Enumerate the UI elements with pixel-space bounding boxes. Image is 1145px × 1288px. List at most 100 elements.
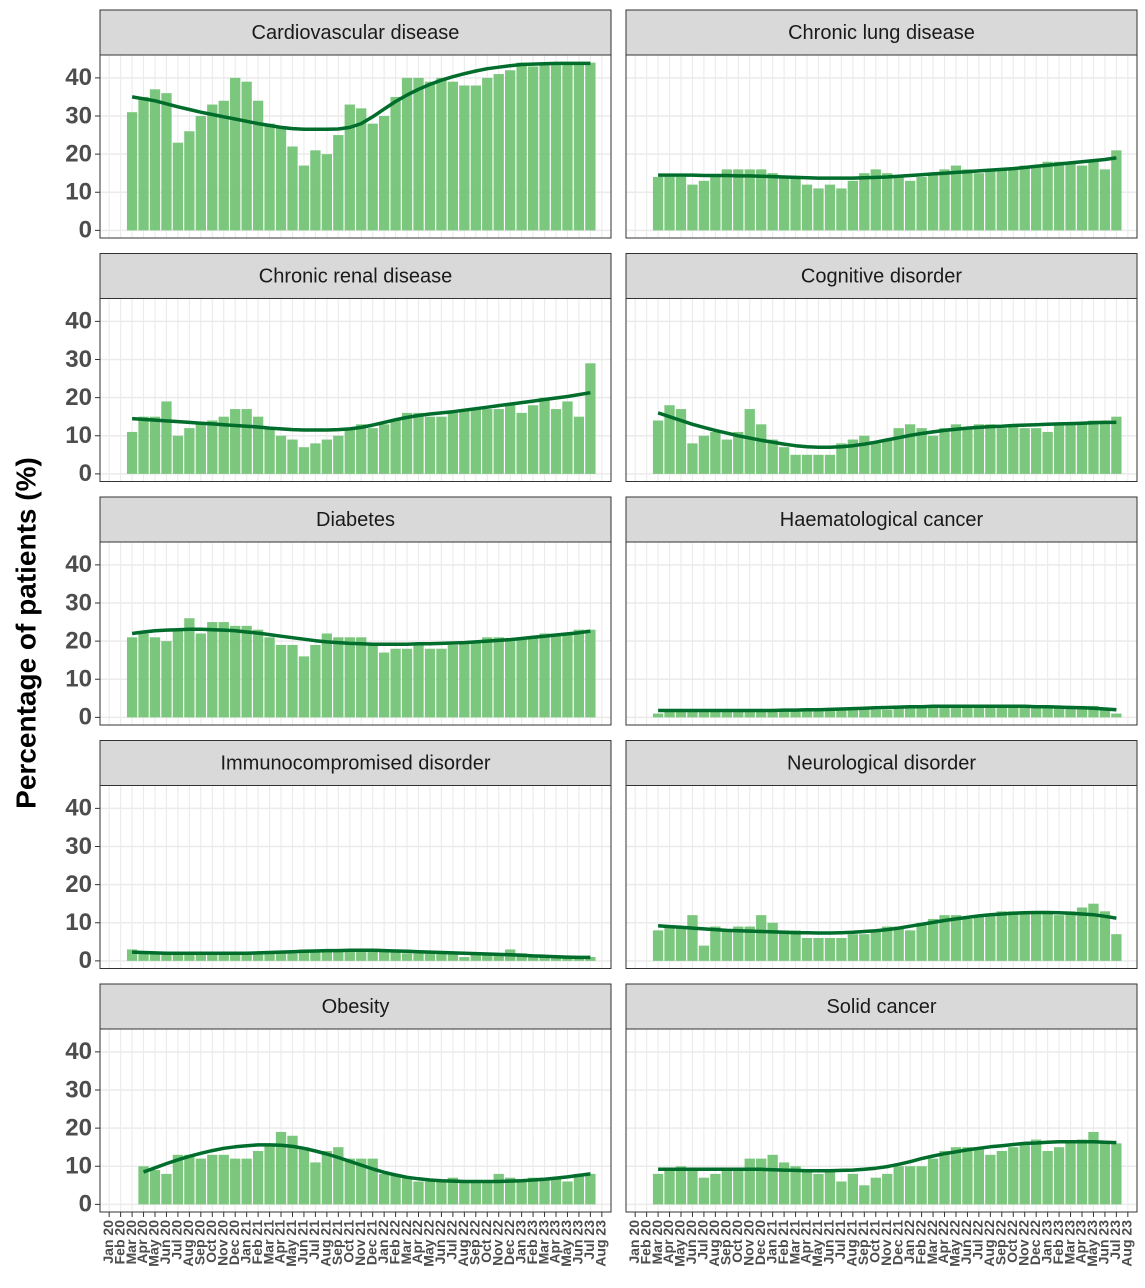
bar	[356, 949, 367, 961]
trend-line	[657, 411, 1117, 449]
bar	[252, 416, 264, 474]
bar	[527, 1177, 539, 1205]
bar	[413, 412, 424, 474]
x-tick-label: Mar 23	[535, 1220, 551, 1265]
panel-title: Neurological disorder	[787, 752, 976, 774]
bar	[218, 953, 229, 961]
bar	[505, 1177, 516, 1205]
bar	[882, 709, 893, 718]
bar	[778, 930, 790, 961]
bar	[287, 1135, 298, 1205]
bar	[733, 709, 744, 718]
panel-title: Chronic renal disease	[259, 265, 452, 287]
bar	[859, 435, 870, 474]
x-tick-label: Aug 22	[981, 1220, 997, 1267]
bar	[195, 424, 206, 474]
bar	[264, 123, 275, 231]
strip	[625, 253, 1138, 299]
bar	[482, 953, 493, 961]
panel-border	[625, 785, 1138, 969]
trend-line	[131, 61, 591, 132]
bar	[687, 915, 698, 961]
bar	[230, 1158, 241, 1205]
bar	[516, 62, 527, 231]
bar	[1065, 161, 1076, 231]
bar	[470, 641, 481, 718]
bar	[893, 428, 904, 474]
bar	[813, 188, 824, 231]
y-tick-label: 20	[65, 627, 92, 654]
bar	[1111, 1143, 1122, 1205]
x-tick-label: Jan 20	[626, 1220, 642, 1264]
panel-title: Solid cancer	[826, 996, 936, 1018]
bar	[996, 428, 1007, 474]
x-tick-label: Apr 21	[798, 1220, 814, 1264]
bar	[367, 123, 378, 231]
bar	[962, 918, 973, 961]
panel-border	[625, 298, 1138, 482]
strip	[625, 983, 1138, 1030]
bar	[195, 953, 206, 961]
bar	[1019, 911, 1030, 961]
x-tick-label: Nov 21	[352, 1220, 368, 1266]
x-tick-label: Oct 22	[1004, 1220, 1020, 1263]
x-tick-label: Jan 23	[512, 1220, 528, 1264]
bar	[778, 447, 790, 474]
bar	[390, 420, 401, 474]
y-tick-label: 0	[79, 704, 92, 731]
bar	[447, 412, 459, 474]
bar	[539, 957, 550, 961]
bar	[573, 62, 585, 231]
bar	[744, 169, 755, 231]
bar	[333, 1147, 344, 1205]
bar	[516, 953, 527, 961]
bar	[870, 1177, 881, 1205]
y-tick-label: 40	[65, 64, 92, 91]
bar	[252, 629, 264, 718]
bar	[698, 709, 710, 718]
y-tick-label: 10	[65, 1153, 92, 1180]
bar	[916, 1166, 927, 1205]
bar	[390, 1173, 401, 1205]
bar	[1008, 424, 1019, 474]
bar	[172, 1154, 184, 1205]
bar	[927, 435, 939, 474]
x-tick-label: Dec 21	[363, 1220, 379, 1265]
bar	[1053, 424, 1065, 474]
bar	[447, 953, 459, 961]
bar	[927, 705, 939, 718]
bar	[264, 428, 275, 474]
bar	[539, 397, 550, 474]
x-tick-label: Mar 21	[260, 1220, 276, 1265]
bar	[550, 62, 562, 231]
strip	[99, 253, 612, 299]
bar	[1111, 416, 1122, 474]
x-tick-label: Nov 20	[740, 1220, 756, 1266]
bar	[367, 1158, 378, 1205]
panel-bg	[100, 785, 611, 969]
bar	[298, 949, 310, 961]
bar	[778, 709, 790, 718]
bar	[149, 1170, 161, 1205]
bar	[813, 709, 824, 718]
bar	[664, 177, 675, 231]
bar	[1008, 911, 1019, 961]
bar	[813, 1173, 824, 1205]
x-tick-label: Nov 20	[214, 1220, 230, 1266]
bar	[585, 1173, 596, 1205]
bar	[367, 949, 378, 961]
bar	[904, 1166, 916, 1205]
bar	[1111, 713, 1122, 718]
bar	[230, 409, 241, 474]
panel-title: Cardiovascular disease	[252, 22, 460, 44]
bar	[378, 652, 390, 718]
bar	[230, 953, 241, 961]
bar	[126, 949, 138, 961]
bar	[767, 922, 778, 961]
bar	[378, 116, 390, 231]
x-tick-label: Apr 20	[660, 1220, 676, 1264]
bar	[161, 93, 172, 231]
bar	[1099, 420, 1111, 474]
bar	[710, 709, 721, 718]
strip	[625, 496, 1138, 543]
